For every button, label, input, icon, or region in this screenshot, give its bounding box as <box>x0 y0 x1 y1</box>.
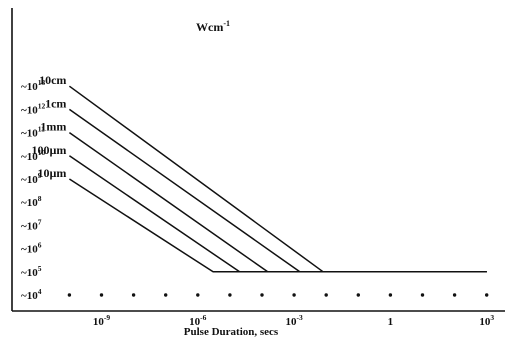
decade-dot <box>99 293 104 297</box>
y-tick-label: ~1010 <box>21 148 45 163</box>
series-label: 1cm <box>45 96 66 110</box>
y-tick-label: ~1013 <box>21 78 45 93</box>
y-tick-label: ~1012 <box>21 101 45 116</box>
decade-dot <box>485 293 489 297</box>
x-tick-label: 10-9 <box>93 313 110 328</box>
series-line <box>68 155 487 273</box>
unit-label: Wcm-1 <box>196 19 230 34</box>
y-tick-label: ~104 <box>21 287 42 302</box>
decade-dot <box>388 293 393 297</box>
decade-dot <box>228 293 232 297</box>
x-tick-label: 103 <box>479 313 494 328</box>
decade-dot <box>67 293 72 297</box>
decade-dot <box>196 293 200 297</box>
plot-area: ~1013 ~1012 ~1011 ~1010 ~109 ~108 ~107 ~106 ~105… <box>11 8 505 328</box>
series-line <box>68 108 487 273</box>
y-tick-label: ~109 <box>21 171 42 186</box>
y-tick-label: ~107 <box>21 217 42 232</box>
series-label: 10µm <box>37 166 66 180</box>
x-tick-label: 10-3 <box>285 313 302 328</box>
series-line <box>68 85 487 273</box>
decade-dot <box>324 293 328 297</box>
x-tick-label: 10-6 <box>189 313 206 328</box>
decade-dot <box>452 293 457 297</box>
decade-dot <box>292 293 296 297</box>
x-axis-label: Pulse Duration, secs <box>184 326 279 338</box>
decade-dot <box>356 293 360 297</box>
decade-dot <box>420 293 425 297</box>
series-label: 100µm <box>31 143 66 157</box>
series-line <box>68 178 487 273</box>
series-label: 10cm <box>39 73 66 87</box>
decade-dot <box>131 293 136 297</box>
series-label: 1mm <box>40 120 66 134</box>
y-tick-label: ~106 <box>21 241 42 256</box>
x-tick-label: 1 <box>388 316 394 328</box>
y-tick-label: ~108 <box>21 194 42 209</box>
y-tick-label: ~105 <box>21 264 42 279</box>
decade-dot <box>260 293 264 297</box>
y-tick-label: ~1011 <box>21 125 45 140</box>
decade-dot <box>164 293 168 297</box>
